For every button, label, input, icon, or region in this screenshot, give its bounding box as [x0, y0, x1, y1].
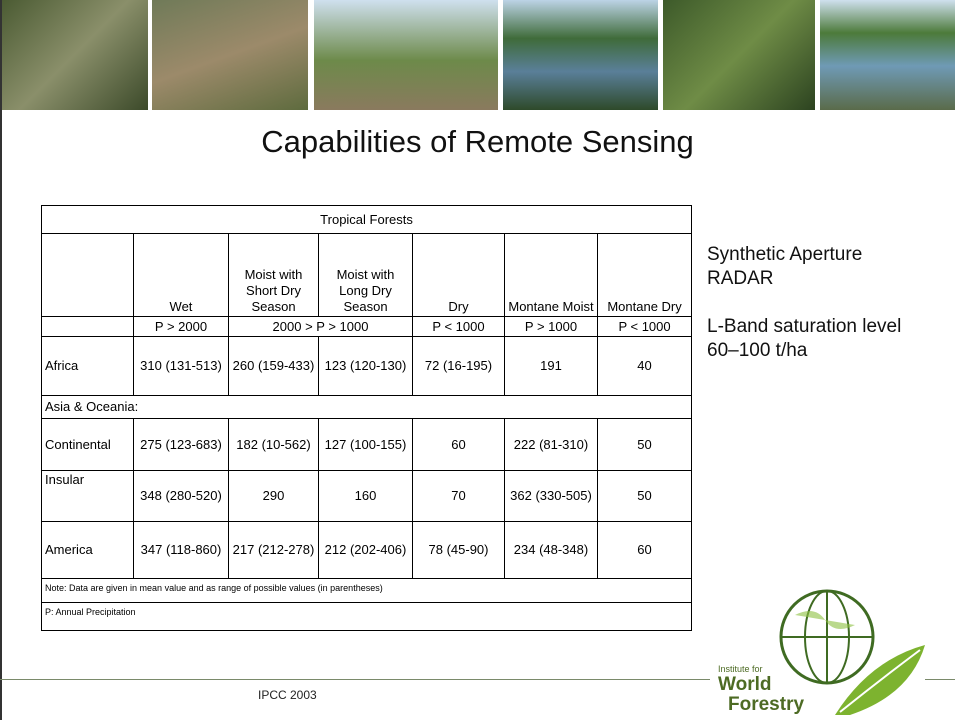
sidebar-line: L-Band saturation level: [707, 315, 901, 339]
empty-cell: [42, 317, 134, 337]
cell: 182 (10-562): [229, 419, 319, 471]
logo-text: World: [718, 674, 771, 696]
cell: 290: [229, 471, 319, 522]
precip-cell: P > 2000: [134, 317, 229, 337]
title: Capabilities of Remote Sensing: [0, 124, 955, 160]
row-label: Continental: [42, 419, 134, 471]
row-label: Africa: [42, 337, 134, 396]
photo: [503, 0, 658, 110]
cell: 160: [319, 471, 413, 522]
photo: [820, 0, 955, 110]
cell: 127 (100-155): [319, 419, 413, 471]
column-header: Moist with Short Dry Season: [229, 234, 319, 317]
photo: [663, 0, 815, 110]
cell: 362 (330-505): [505, 471, 598, 522]
note-row: P: Annual Precipitation: [42, 603, 692, 631]
precip-cell: P > 1000: [505, 317, 598, 337]
cell: 348 (280-520): [134, 471, 229, 522]
column-header: Dry: [413, 234, 505, 317]
empty-cell: [42, 234, 134, 317]
caption-row: Tropical Forests: [42, 206, 692, 234]
cell: 234 (48-348): [505, 522, 598, 579]
precip-cell: P < 1000: [413, 317, 505, 337]
footer-rule: [0, 679, 710, 680]
logo-text: Institute for: [718, 664, 763, 674]
photo: [314, 0, 498, 110]
cell: 123 (120-130): [319, 337, 413, 396]
cell: 60: [598, 522, 692, 579]
column-header: Montane Moist: [505, 234, 598, 317]
cell: 347 (118-860): [134, 522, 229, 579]
cell: 217 (212-278): [229, 522, 319, 579]
column-header: Montane Dry: [598, 234, 692, 317]
photo: [152, 0, 308, 110]
column-header: Moist with Long Dry Season: [319, 234, 413, 317]
cell: 275 (123-683): [134, 419, 229, 471]
note-row: Note: Data are given in mean value and a…: [42, 579, 692, 603]
cell: 310 (131-513): [134, 337, 229, 396]
footer-source: IPCC 2003: [258, 688, 317, 702]
row-label: Insular: [42, 471, 134, 522]
row-label: America: [42, 522, 134, 579]
group-label: Asia & Oceania:: [42, 396, 692, 419]
photo: [0, 0, 148, 110]
sidebar-line: Synthetic Aperture: [707, 243, 901, 267]
table-caption: Tropical Forests: [42, 206, 692, 234]
cell: 40: [598, 337, 692, 396]
cell: 260 (159-433): [229, 337, 319, 396]
cell: 222 (81-310): [505, 419, 598, 471]
column-header: Wet: [134, 234, 229, 317]
precip-cell: P < 1000: [598, 317, 692, 337]
precip-cell: 2000 > P > 1000: [229, 317, 413, 337]
cell: 50: [598, 419, 692, 471]
cell: 50: [598, 471, 692, 522]
cell: 191: [505, 337, 598, 396]
cell: 72 (16-195): [413, 337, 505, 396]
sidebar-line: 60–100 t/ha: [707, 339, 901, 363]
note: Note: Data are given in mean value and a…: [42, 579, 692, 603]
note: P: Annual Precipitation: [42, 603, 692, 631]
slide: Capabilities of Remote Sensing Tropical …: [0, 0, 955, 720]
logo-text: Forestry: [728, 694, 804, 716]
sidebar-line: RADAR: [707, 267, 901, 291]
border: [0, 0, 2, 720]
cell: 78 (45-90): [413, 522, 505, 579]
data-row: Asia & Oceania:: [42, 396, 692, 419]
cell: 60: [413, 419, 505, 471]
cell: 212 (202-406): [319, 522, 413, 579]
logo-leaf: [830, 640, 930, 720]
cell: 70: [413, 471, 505, 522]
